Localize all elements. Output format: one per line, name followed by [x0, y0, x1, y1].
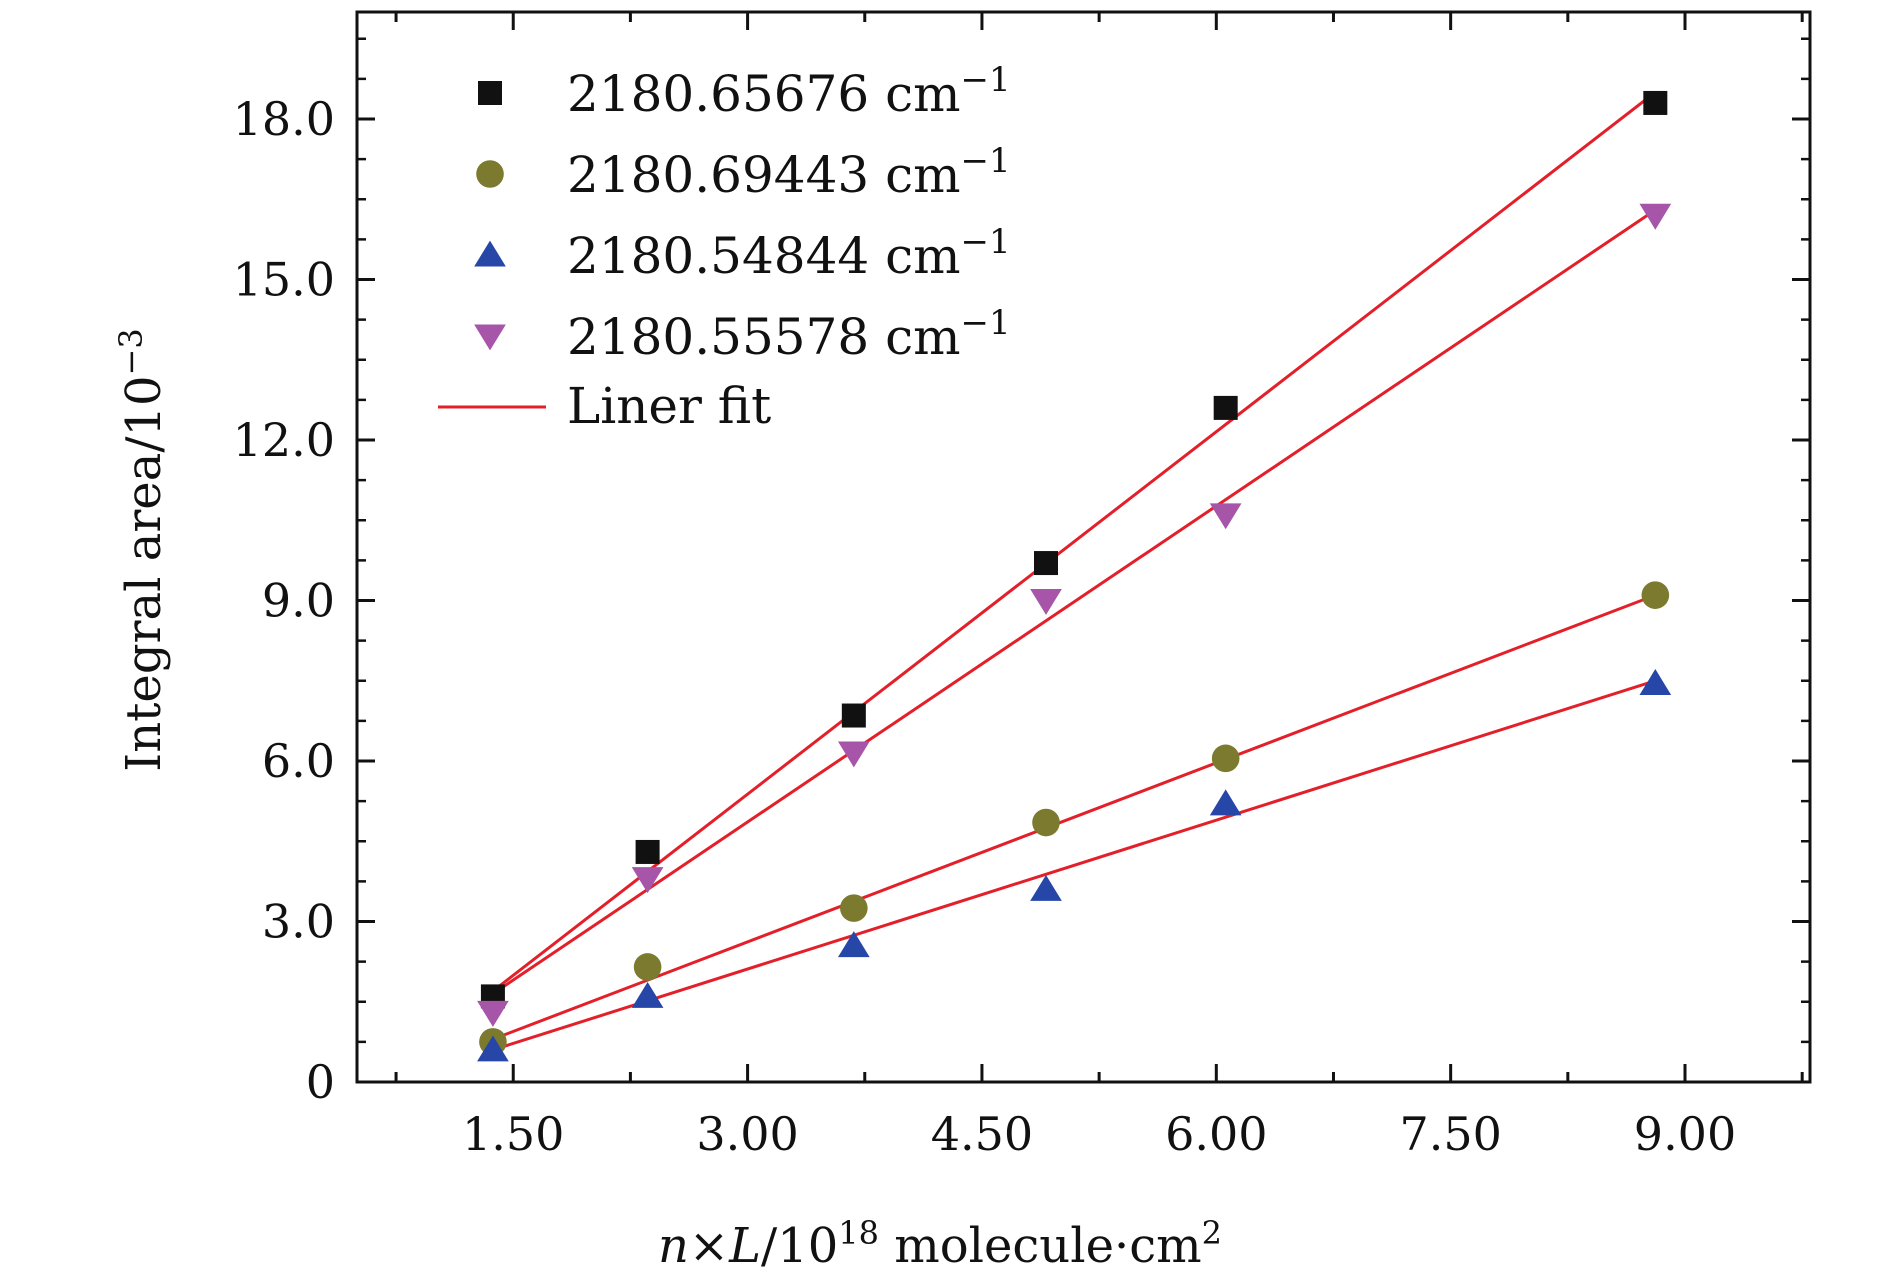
data-point	[1032, 808, 1060, 837]
data-point	[477, 1035, 509, 1062]
data-point	[1213, 395, 1238, 420]
legend: 2180.65676 cm−1 2180.69443 cm−1 2180.54844…	[438, 60, 1011, 435]
data-point	[1641, 581, 1670, 609]
legend-marker	[474, 324, 506, 351]
y-tick-label: 3.0	[262, 895, 335, 949]
legend-label: 2180.65676 cm−1	[567, 60, 1011, 123]
x-tick-label: 7.50	[1399, 1107, 1501, 1161]
y-axis-ticks: 0 3.0 6.0 9.0 12.0 15.0 18.0	[233, 37, 1810, 1109]
fit-lines	[492, 91, 1657, 1052]
legend-label: 2180.69443 cm−1	[567, 141, 1011, 204]
legend-marker	[478, 81, 502, 105]
data-point	[841, 703, 866, 728]
y-tick-label: 0	[306, 1055, 335, 1109]
data-point	[1643, 90, 1668, 115]
y-tick-label: 9.0	[262, 574, 335, 628]
legend-label: 2180.54844 cm−1	[567, 222, 1011, 285]
data-point	[635, 839, 660, 864]
data-point	[1639, 669, 1672, 695]
data-point	[477, 1000, 509, 1027]
data-point	[837, 741, 870, 768]
y-tick-label: 6.0	[262, 734, 335, 788]
x-tick-label: 3.00	[696, 1107, 798, 1161]
data-markers	[477, 90, 1672, 1062]
data-point	[1211, 744, 1240, 773]
data-point	[631, 982, 664, 1008]
x-tick-label: 9.00	[1634, 1107, 1736, 1161]
data-point	[1639, 203, 1672, 230]
x-axis-title: n×L/1018 molecule·cm2	[658, 1214, 1222, 1274]
data-point	[1034, 551, 1059, 576]
x-tick-label: 1.50	[462, 1107, 564, 1161]
data-point	[1030, 588, 1062, 615]
data-point	[631, 867, 664, 894]
y-tick-label: 18.0	[233, 92, 335, 146]
data-point	[633, 953, 662, 981]
x-axis-ticks: 1.50 3.00 4.50 6.00 7.50 9.00	[394, 12, 1804, 1161]
fit-line	[492, 593, 1656, 1041]
data-point	[837, 931, 870, 958]
data-point	[840, 894, 868, 922]
fit-line	[492, 91, 1657, 993]
plot-frame	[355, 10, 1812, 1084]
fit-line	[492, 679, 1656, 1052]
legend-marker	[476, 160, 504, 188]
data-point	[1209, 789, 1242, 816]
y-tick-label: 15.0	[233, 253, 335, 307]
legend-label: 2180.55578 cm−1	[567, 303, 1011, 366]
y-tick-label: 12.0	[233, 413, 335, 467]
data-point	[1030, 875, 1062, 901]
y-axis-title: Integral area/10−3	[112, 328, 172, 771]
legend-marker	[474, 240, 506, 267]
x-tick-label: 6.00	[1165, 1107, 1267, 1161]
legend-fit-label: Liner fit	[567, 377, 771, 435]
data-point	[1209, 503, 1242, 530]
fit-line	[492, 208, 1657, 995]
x-tick-label: 4.50	[931, 1107, 1033, 1161]
